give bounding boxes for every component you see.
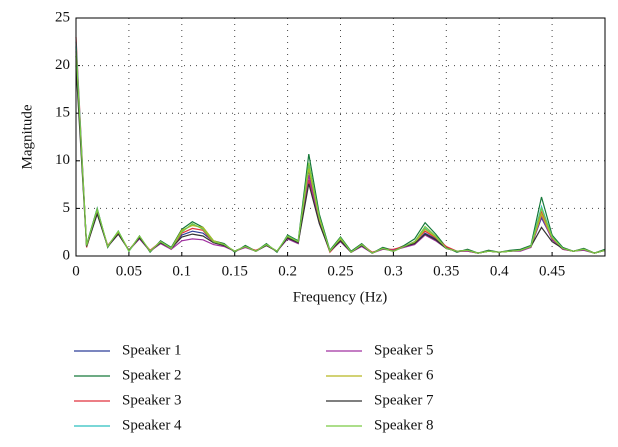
series-line <box>75 36 606 254</box>
x-tick-label: 0.45 <box>539 263 565 279</box>
legend-label: Speaker 4 <box>122 417 182 433</box>
x-tick-label: 0.4 <box>490 263 509 279</box>
legend-label: Speaker 3 <box>122 392 182 408</box>
y-tick-label: 5 <box>63 200 71 216</box>
x-tick-label: 0.05 <box>116 263 142 279</box>
series-line <box>75 65 606 254</box>
series-line <box>75 41 606 254</box>
y-tick-label: 0 <box>63 247 71 263</box>
y-tick-label: 20 <box>55 57 70 73</box>
y-tick-label: 10 <box>55 152 70 168</box>
y-axis-label: Magnitude <box>19 104 35 169</box>
y-tick-label: 15 <box>55 105 70 121</box>
legend-label: Speaker 7 <box>374 392 434 408</box>
series-line <box>75 48 606 254</box>
x-tick-label: 0.25 <box>327 263 353 279</box>
x-tick-label: 0.35 <box>433 263 459 279</box>
legend-label: Speaker 6 <box>374 367 434 383</box>
series-line <box>75 56 606 254</box>
y-tick-label: 25 <box>55 9 70 25</box>
legend-label: Speaker 1 <box>122 342 182 358</box>
x-axis-label: Frequency (Hz) <box>293 289 388 305</box>
x-tick-label: 0.15 <box>222 263 248 279</box>
legend-label: Speaker 2 <box>122 367 182 383</box>
x-tick-label: 0.3 <box>384 263 403 279</box>
series-line <box>75 56 606 254</box>
x-tick-label: 0.2 <box>278 263 297 279</box>
legend-label: Speaker 5 <box>374 342 434 358</box>
plot-frame <box>75 17 606 257</box>
legend-label: Speaker 8 <box>374 417 434 433</box>
x-tick-label: 0 <box>72 263 80 279</box>
x-tick-label: 0.1 <box>172 263 191 279</box>
